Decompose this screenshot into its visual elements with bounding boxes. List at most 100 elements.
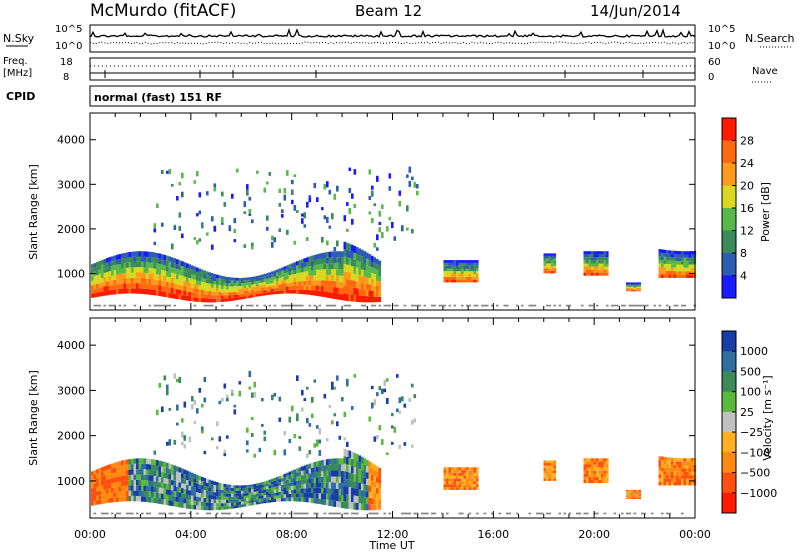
data-cell [176, 491, 179, 497]
data-cell [128, 496, 132, 502]
data-cell [93, 492, 97, 497]
data-cell [683, 254, 687, 258]
data-cell [126, 469, 129, 476]
data-cell [236, 512, 239, 515]
data-cell [293, 434, 297, 439]
data-cell [131, 480, 134, 486]
data-cell [476, 512, 479, 515]
data-cell [336, 263, 339, 270]
data-cell [298, 446, 302, 451]
data-cell [206, 498, 209, 503]
data-cell [638, 289, 642, 291]
data-cell [331, 251, 334, 258]
data-cell [343, 249, 347, 257]
data-cell [296, 273, 299, 278]
data-cell [188, 485, 192, 491]
data-cell [368, 284, 372, 291]
data-cell [231, 277, 234, 281]
data-cell [451, 484, 454, 488]
data-cell [336, 240, 339, 247]
data-cell [213, 295, 217, 299]
data-cell [688, 251, 692, 255]
data-cell [181, 502, 184, 508]
data-cell [336, 375, 339, 381]
data-cell [303, 488, 307, 493]
data-cell [198, 484, 202, 489]
data-cell [166, 473, 169, 479]
data-cell [183, 295, 187, 301]
data-cell [113, 477, 117, 483]
data-cell [186, 494, 189, 500]
data-cell [528, 512, 532, 515]
data-cell [293, 497, 297, 502]
data-cell [141, 272, 144, 278]
data-cell [251, 219, 254, 224]
data-cell [191, 283, 194, 288]
data-cell [108, 497, 112, 503]
data-cell [353, 452, 357, 460]
data-cell [143, 463, 147, 470]
data-cell [473, 304, 477, 307]
data-cell [638, 489, 642, 491]
data-cell [251, 502, 254, 506]
data-cell [223, 496, 227, 500]
data-cell [541, 512, 544, 515]
data-cell [278, 491, 282, 496]
data-cell [351, 458, 354, 467]
data-cell [551, 478, 554, 481]
data-cell [141, 512, 144, 515]
x-axis-label: Time UT [368, 539, 414, 552]
data-cell [568, 304, 572, 307]
colorbar-tick-label: 500 [740, 365, 761, 378]
data-cell [148, 257, 152, 263]
data-cell [471, 276, 474, 280]
data-cell [358, 482, 362, 490]
colorbar-swatch [722, 331, 736, 352]
data-cell [373, 242, 377, 248]
data-cell [456, 276, 459, 280]
data-cell [668, 253, 672, 258]
data-cell [106, 465, 109, 470]
data-cell [691, 267, 694, 272]
data-cell [166, 499, 169, 506]
data-cell [283, 484, 287, 488]
data-cell [396, 304, 399, 307]
data-cell [301, 289, 304, 295]
data-cell [678, 274, 682, 278]
data-cell [266, 512, 269, 515]
data-cell [208, 506, 212, 511]
data-cell [263, 500, 267, 504]
data-cell [161, 466, 164, 473]
data-cell [298, 467, 302, 472]
data-cell [333, 257, 337, 264]
data-cell [211, 506, 214, 511]
data-cell [356, 267, 359, 275]
data-cell [188, 278, 192, 283]
data-cell [543, 475, 547, 479]
data-cell [243, 496, 247, 499]
data-cell [103, 286, 107, 292]
data-cell [303, 224, 307, 228]
data-cell [371, 267, 374, 274]
data-cell [161, 291, 164, 297]
data-cell [228, 490, 232, 494]
data-cell [181, 441, 184, 445]
data-cell [686, 475, 689, 479]
data-cell [263, 304, 267, 307]
data-cell [451, 274, 454, 277]
data-cell [156, 498, 159, 504]
data-cell [266, 480, 269, 484]
data-cell [678, 468, 682, 472]
data-cell [446, 271, 449, 274]
data-cell [601, 461, 604, 465]
data-cell [163, 483, 167, 489]
data-cell [283, 431, 287, 436]
data-cell [151, 464, 154, 471]
data-cell [633, 491, 637, 493]
data-cell [473, 276, 477, 280]
data-cell [626, 283, 629, 285]
data-cell [303, 483, 307, 489]
data-cell [278, 512, 282, 515]
data-cell [226, 490, 229, 494]
data-cell [143, 288, 147, 295]
